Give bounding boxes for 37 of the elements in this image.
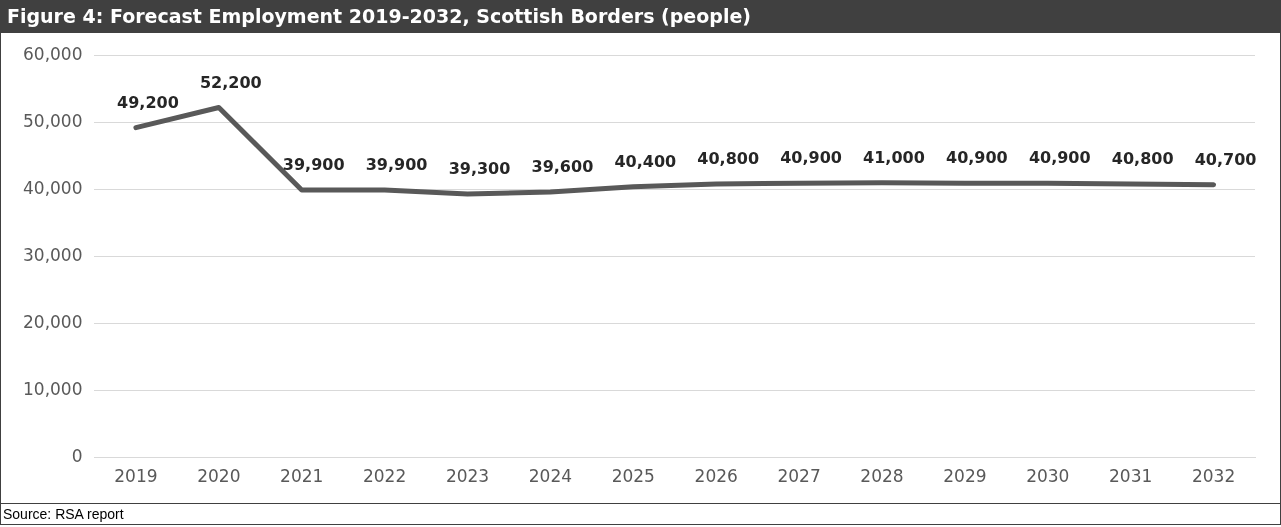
y-tick-label: 60,000: [23, 43, 83, 64]
data-label: 39,900: [282, 155, 345, 175]
x-tick-label: 2029: [943, 466, 987, 487]
y-tick-label: 0: [71, 446, 83, 467]
x-tick-label: 2030: [1026, 466, 1070, 487]
x-tick-label: 2023: [445, 466, 490, 487]
data-label: 49,200: [117, 92, 179, 112]
data-label: 39,600: [531, 157, 594, 177]
source-note: Source: RSA report: [1, 503, 1280, 524]
data-label: 52,200: [199, 72, 262, 92]
x-tick-label: 2020: [197, 466, 241, 487]
data-label: 40,700: [1194, 149, 1257, 169]
x-tick-label: 2027: [777, 466, 821, 487]
y-tick-label: 30,000: [23, 244, 83, 265]
data-label: 41,000: [863, 147, 925, 167]
x-tick-label: 2032: [1191, 466, 1236, 487]
x-tick-label: 2022: [362, 466, 407, 487]
data-label: 40,900: [780, 148, 842, 168]
y-tick-label: 10,000: [23, 378, 83, 399]
x-tick-label: 2026: [694, 466, 738, 487]
data-label: 40,400: [614, 151, 677, 171]
y-tick-label: 40,000: [23, 177, 83, 198]
x-tick-label: 2025: [611, 466, 655, 487]
data-label: 39,300: [448, 159, 511, 179]
y-tick-label: 50,000: [23, 110, 83, 131]
data-label: 40,800: [1111, 149, 1174, 169]
data-label: 40,900: [946, 148, 1008, 168]
x-tick-label: 2019: [114, 466, 158, 487]
x-tick-label: 2024: [528, 466, 573, 487]
data-label: 39,900: [365, 155, 428, 175]
y-tick-label: 20,000: [23, 311, 83, 332]
x-tick-label: 2028: [860, 466, 904, 487]
x-tick-label: 2021: [280, 466, 324, 487]
data-label: 40,800: [697, 149, 760, 169]
x-tick-label: 2031: [1109, 466, 1153, 487]
chart-title: Figure 4: Forecast Employment 2019-2032, Scottish Borders (people): [1, 1, 1280, 33]
data-label: 40,900: [1028, 148, 1091, 168]
